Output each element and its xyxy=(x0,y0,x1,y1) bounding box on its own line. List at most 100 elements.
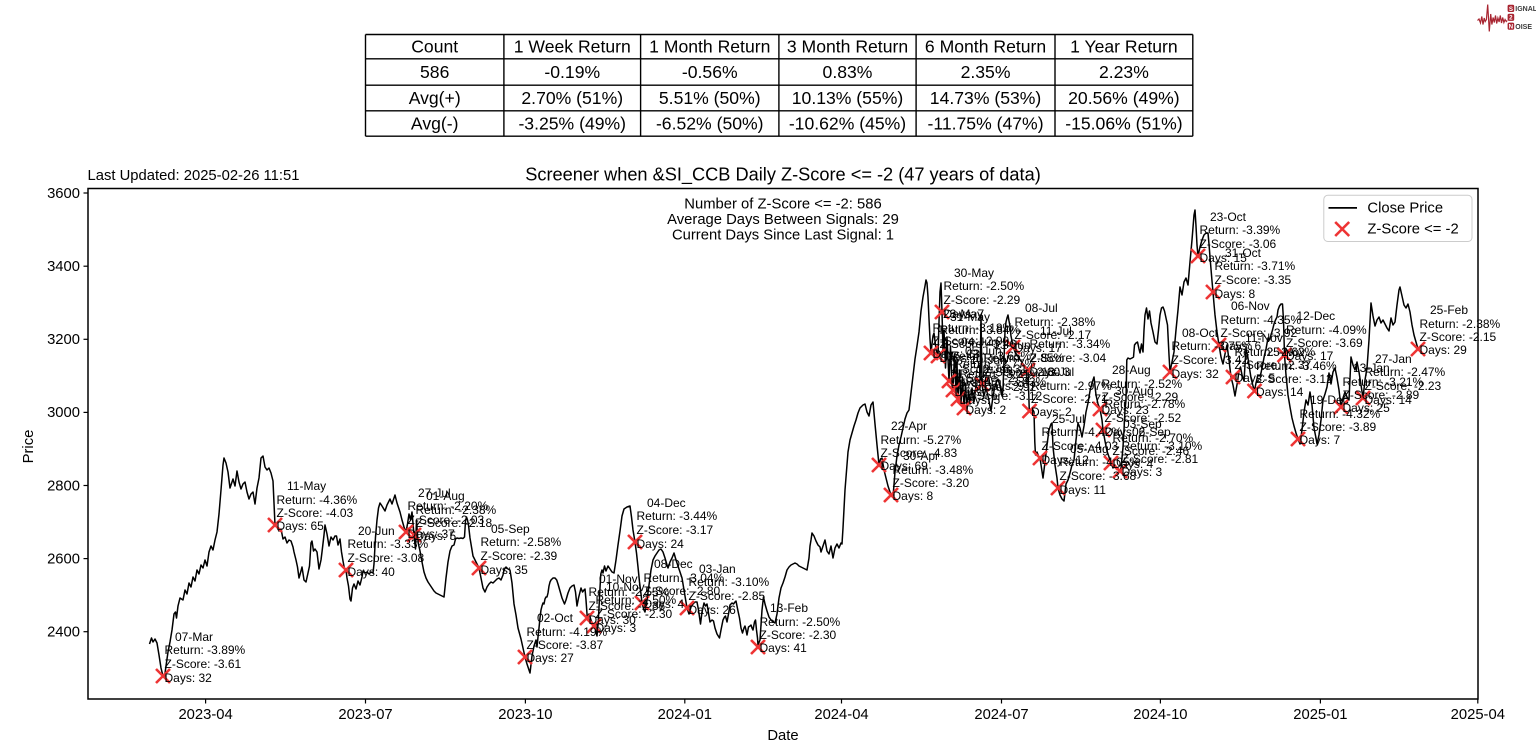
svg-text:Z-Score: -2.29: Z-Score: -2.29 xyxy=(1102,390,1179,404)
svg-text:2.35%: 2.35% xyxy=(961,62,1011,82)
svg-text:Close Price: Close Price xyxy=(1367,201,1443,217)
svg-text:Z-Score: -2.52: Z-Score: -2.52 xyxy=(955,371,1032,385)
svg-text:Days: 2: Days: 2 xyxy=(966,403,1007,417)
svg-text:Z-Score: -3.12: Z-Score: -3.12 xyxy=(1256,372,1333,386)
svg-text:Z-Score: -3.92: Z-Score: -3.92 xyxy=(1221,326,1298,340)
svg-text:5.51% (50%): 5.51% (50%) xyxy=(659,88,761,108)
svg-text:Z-Score: -2.85: Z-Score: -2.85 xyxy=(689,589,766,603)
svg-text:Return: -3.10%: Return: -3.10% xyxy=(1122,439,1203,453)
svg-text:2800: 2800 xyxy=(47,478,80,494)
svg-text:Days: 14: Days: 14 xyxy=(1365,393,1413,407)
svg-text:Z-Score: -2.36: Z-Score: -2.36 xyxy=(589,599,666,613)
svg-text:22-Apr: 22-Apr xyxy=(891,419,927,433)
svg-text:Number of Z-Score <= -2: 586: Number of Z-Score <= -2: 586 xyxy=(684,196,881,212)
svg-text:3600: 3600 xyxy=(47,186,80,202)
svg-text:Return: -3.39%: Return: -3.39% xyxy=(1200,223,1281,237)
svg-text:01-Nov: 01-Nov xyxy=(599,572,638,586)
svg-text:3200: 3200 xyxy=(47,332,80,348)
svg-text:Days: 17: Days: 17 xyxy=(1286,349,1334,363)
svg-text:13-Jul: 13-Jul xyxy=(1042,365,1075,379)
svg-text:Return: -2.85%: Return: -2.85% xyxy=(984,351,1065,365)
svg-text:Z-Score: -3.35: Z-Score: -3.35 xyxy=(1215,273,1292,287)
svg-text:2023-10: 2023-10 xyxy=(498,707,552,723)
svg-text:Z-Score: -2.71: Z-Score: -2.71 xyxy=(1031,392,1108,406)
svg-text:Days: 1: Days: 1 xyxy=(940,351,981,365)
svg-text:Days: 23: Days: 23 xyxy=(1102,403,1150,417)
svg-text:Z-Score: -3.87: Z-Score: -3.87 xyxy=(527,638,604,652)
svg-text:Days: 30: Days: 30 xyxy=(589,613,637,627)
svg-text:Z-Score: -2.23: Z-Score: -2.23 xyxy=(1365,379,1442,393)
svg-text:Days: 6: Days: 6 xyxy=(1221,339,1262,353)
svg-text:30-Aug: 30-Aug xyxy=(1115,384,1154,398)
svg-text:Days: 12: Days: 12 xyxy=(1042,453,1090,467)
svg-text:Return: -2.55%: Return: -2.55% xyxy=(589,585,670,599)
svg-text:-11.75% (47%): -11.75% (47%) xyxy=(928,113,1044,133)
svg-text:Days: 3: Days: 3 xyxy=(596,621,637,635)
svg-text:2.23%: 2.23% xyxy=(1099,62,1149,82)
svg-text:Return: -2.50%: Return: -2.50% xyxy=(760,615,841,629)
svg-text:Z-Score: -3.68: Z-Score: -3.68 xyxy=(1060,469,1137,483)
svg-text:Days: 2: Days: 2 xyxy=(1105,425,1146,439)
svg-text:Z-Score: -3.69: Z-Score: -3.69 xyxy=(1286,336,1363,350)
svg-text:Days: 14: Days: 14 xyxy=(1256,385,1304,399)
svg-text:Return: -2.58%: Return: -2.58% xyxy=(481,535,562,549)
svg-text:25-Feb: 25-Feb xyxy=(1430,303,1468,317)
svg-text:2024-07: 2024-07 xyxy=(974,707,1028,723)
svg-text:04-Jun: 04-Jun xyxy=(961,335,998,349)
svg-text:07-Mar: 07-Mar xyxy=(175,630,213,644)
svg-text:Return: -2.38%: Return: -2.38% xyxy=(416,503,497,517)
svg-text:21-Jun: 21-Jun xyxy=(994,338,1031,352)
svg-text:Z-Score: -2.18: Z-Score: -2.18 xyxy=(416,516,493,530)
svg-text:2025-01: 2025-01 xyxy=(1293,707,1347,723)
svg-text:Date: Date xyxy=(767,728,798,744)
svg-text:Days: 27: Days: 27 xyxy=(527,651,575,665)
svg-text:Return: -3.89%: Return: -3.89% xyxy=(165,643,246,657)
svg-text:Days: 8: Days: 8 xyxy=(893,489,934,503)
svg-text:1 Month Return: 1 Month Return xyxy=(649,36,770,56)
svg-text:Return: -2.38%: Return: -2.38% xyxy=(1420,317,1501,331)
svg-text:-15.06% (51%): -15.06% (51%) xyxy=(1065,113,1182,133)
svg-text:2024-01: 2024-01 xyxy=(658,707,712,723)
svg-text:Z-Score: -2.39: Z-Score: -2.39 xyxy=(481,549,558,563)
svg-text:Return: -2.47%: Return: -2.47% xyxy=(1365,365,1446,379)
svg-text:Days: 15: Days: 15 xyxy=(1200,251,1248,265)
svg-text:Z-Score: -3.46: Z-Score: -3.46 xyxy=(940,337,1017,351)
svg-text:Days: 69: Days: 69 xyxy=(881,459,929,473)
svg-text:08-Oct: 08-Oct xyxy=(1182,326,1219,340)
svg-text:0.83%: 0.83% xyxy=(823,62,873,82)
svg-text:OISE: OISE xyxy=(1515,24,1532,31)
svg-text:Return: -4.09%: Return: -4.09% xyxy=(1286,323,1367,337)
svg-text:Days: 5: Days: 5 xyxy=(416,529,457,543)
svg-text:25-Jul: 25-Jul xyxy=(1052,412,1085,426)
svg-text:23-Oct: 23-Oct xyxy=(1210,210,1247,224)
svg-text:Days: 4: Days: 4 xyxy=(644,597,685,611)
svg-text:Avg(-): Avg(-) xyxy=(411,113,459,133)
svg-text:Return: -2.50%: Return: -2.50% xyxy=(596,593,677,607)
svg-text:Z-Score: -2.30: Z-Score: -2.30 xyxy=(596,607,673,621)
svg-text:Z-Score: -3.08: Z-Score: -3.08 xyxy=(348,551,425,565)
svg-text:Return: -2.38%: Return: -2.38% xyxy=(1015,315,1096,329)
svg-text:Return: -3.75%: Return: -3.75% xyxy=(1172,339,1253,353)
svg-text:Average Days Between Signals:: Average Days Between Signals: 29 xyxy=(667,212,899,228)
svg-text:Return: -3.71%: Return: -3.71% xyxy=(1215,259,1296,273)
svg-text:-0.19%: -0.19% xyxy=(544,62,600,82)
svg-text:Days: 11: Days: 11 xyxy=(1060,483,1107,497)
svg-text:Z-Score: -3.61: Z-Score: -3.61 xyxy=(165,657,242,671)
svg-text:19-Dec: 19-Dec xyxy=(1310,393,1349,407)
svg-text:Z-Score: -2.60: Z-Score: -2.60 xyxy=(984,365,1061,379)
svg-text:Days: 8: Days: 8 xyxy=(1215,287,1256,301)
svg-text:Return: -3.04%: Return: -3.04% xyxy=(644,571,725,585)
svg-text:Avg(+): Avg(+) xyxy=(409,88,461,108)
svg-text:586: 586 xyxy=(420,62,450,82)
svg-text:Days: 25: Days: 25 xyxy=(1343,401,1391,415)
svg-text:Days: 26: Days: 26 xyxy=(689,603,737,617)
svg-text:03-Sep: 03-Sep xyxy=(1123,417,1162,431)
svg-text:Return: -3.44%: Return: -3.44% xyxy=(637,509,718,523)
svg-text:Days: 4: Days: 4 xyxy=(951,375,992,389)
svg-text:3400: 3400 xyxy=(47,259,80,275)
svg-text:12-Jun: 12-Jun xyxy=(976,362,1013,376)
svg-text:1 Year Return: 1 Year Return xyxy=(1070,36,1178,56)
svg-text:Days: 17: Days: 17 xyxy=(1015,341,1063,355)
svg-text:Days: 24: Days: 24 xyxy=(637,537,685,551)
svg-text:2400: 2400 xyxy=(47,625,80,641)
